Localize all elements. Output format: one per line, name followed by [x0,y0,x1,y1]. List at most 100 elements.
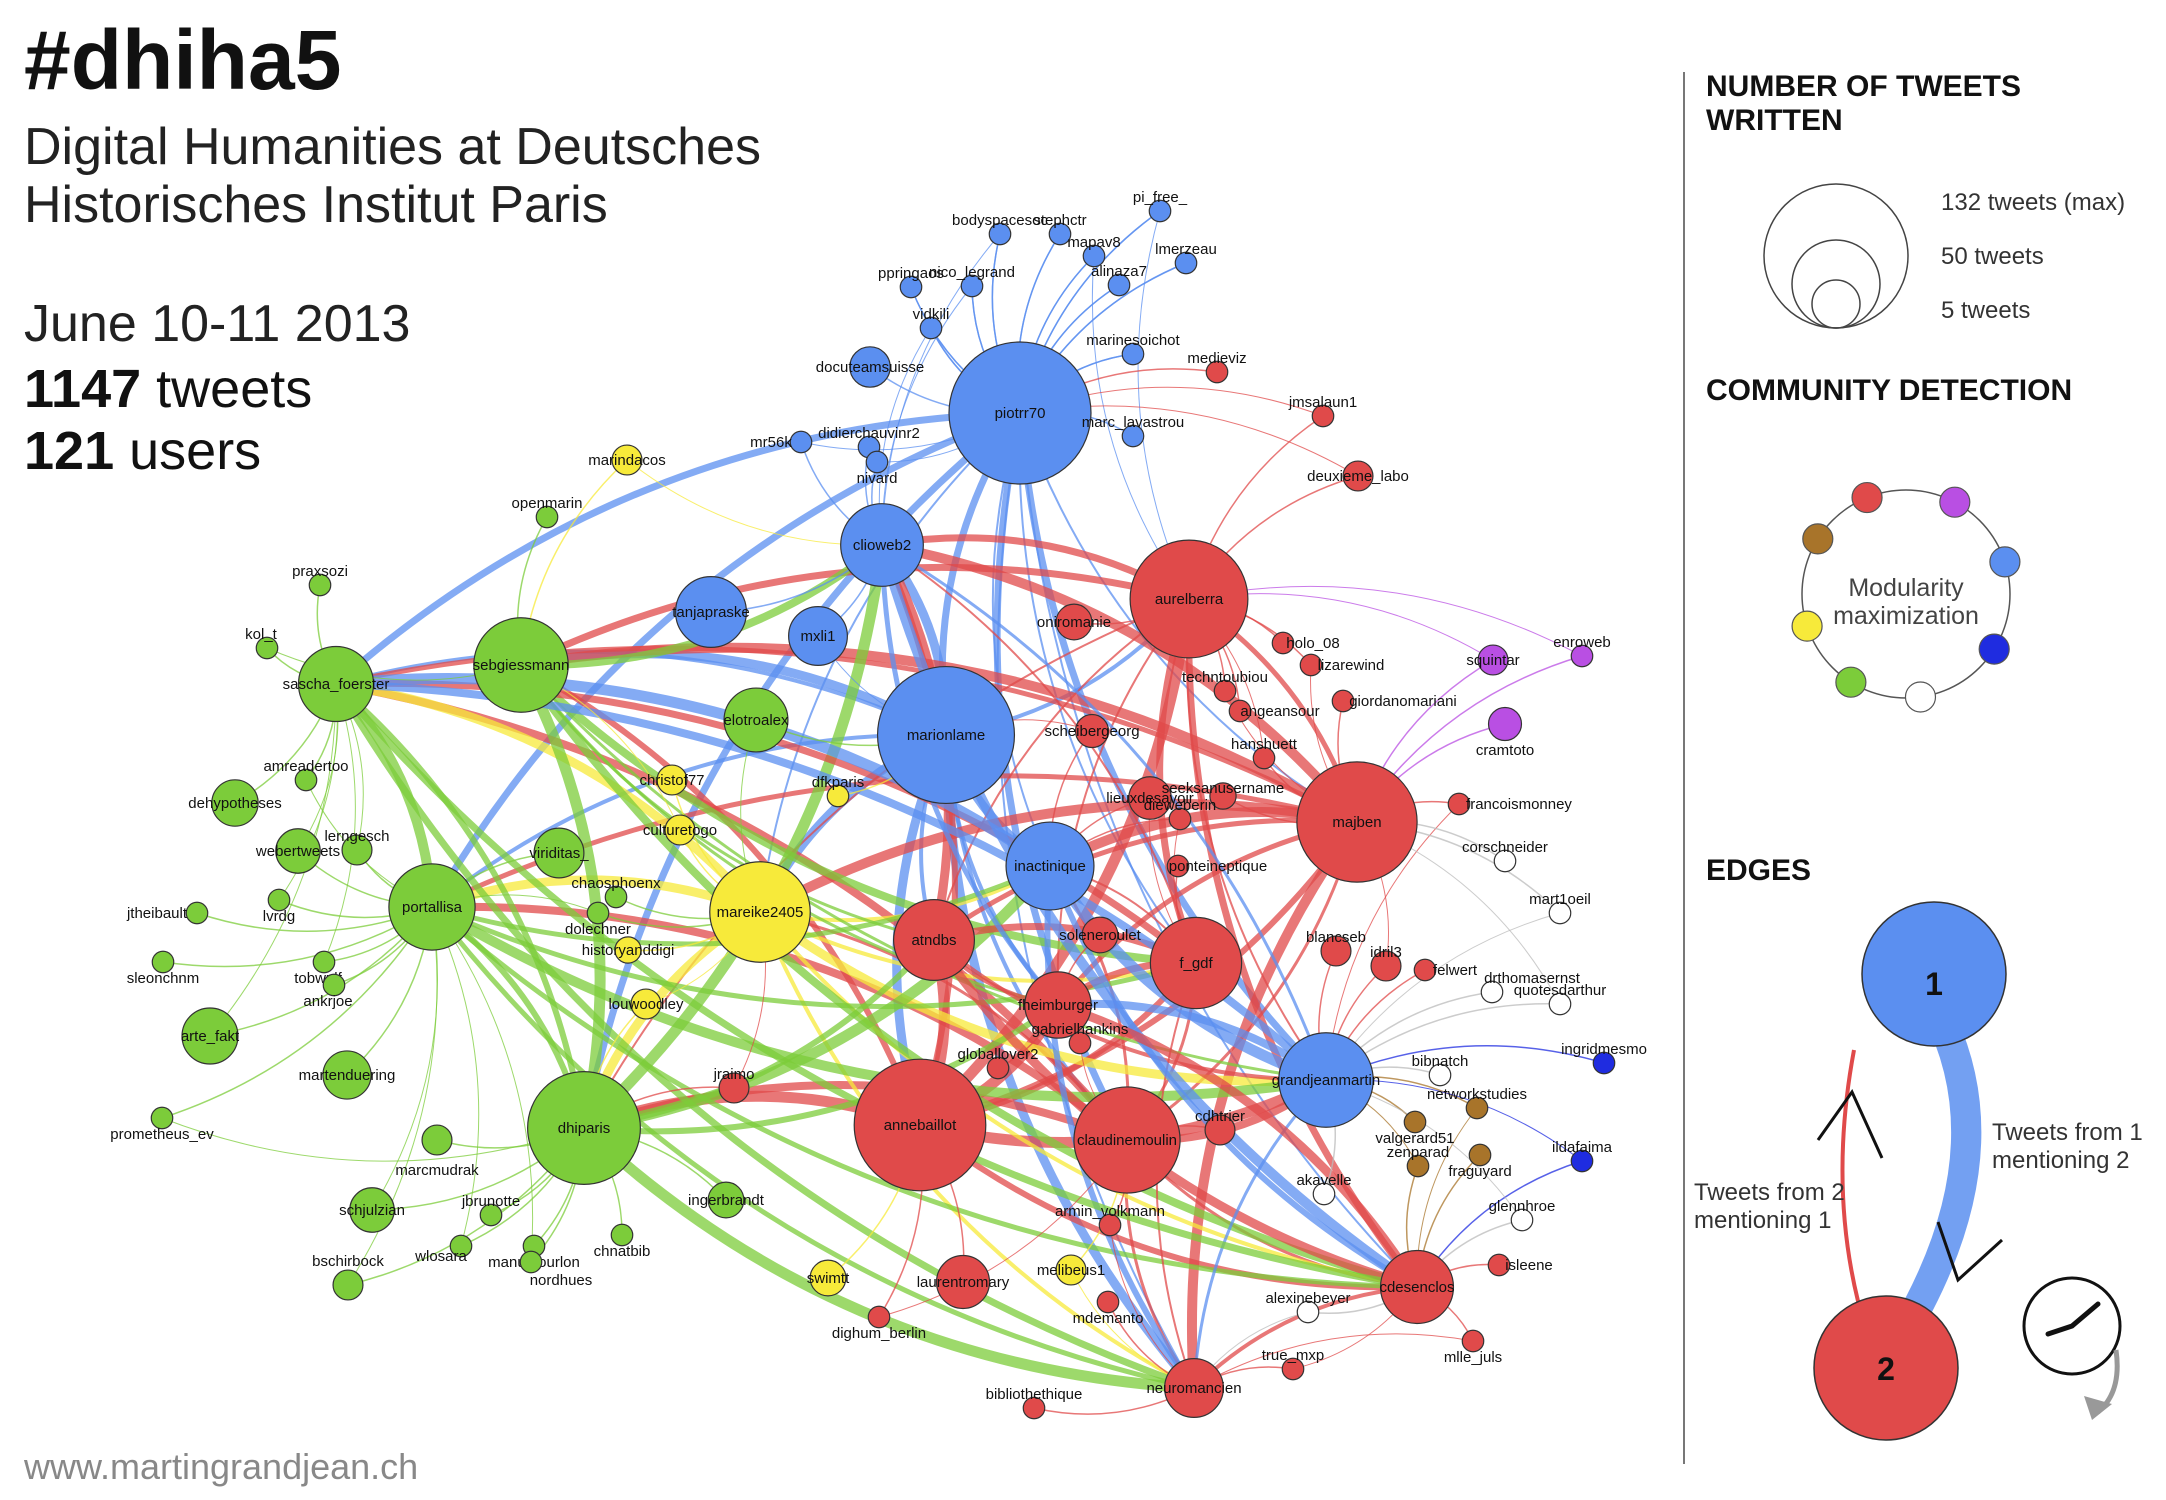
node-marindacos[interactable]: marindacos [588,444,666,476]
node-webertweets[interactable]: webertweets [255,828,340,874]
node-drthomasernst[interactable]: drthomasernst [1480,970,1581,1004]
node-openmarin[interactable]: openmarin [512,495,583,529]
node-scheibergeorg[interactable]: scheibergeorg [1044,713,1140,749]
node-akavelle[interactable]: akavelle [1296,1172,1352,1206]
node-pi_free_[interactable]: pi_free_ [1133,189,1188,223]
node-mdemanto[interactable]: mdemanto [1073,1290,1144,1327]
node-atndbs[interactable]: atndbs [892,898,976,982]
node-piotrr70[interactable]: piotrr70 [948,341,1092,485]
node-dighum_berlin[interactable]: dighum_berlin [832,1305,926,1342]
node-majben[interactable]: majben [1296,761,1418,883]
node-historyanddigi[interactable]: historyanddigi [582,936,675,964]
node-jraimo[interactable]: jraimo [713,1066,755,1104]
node-lerngesch[interactable]: lerngesch [324,828,390,866]
node-dehypotheses[interactable]: dehypotheses [188,779,282,827]
node-mapav8[interactable]: mapav8 [1067,234,1121,268]
node-lizarewind[interactable]: lizarewind [1299,653,1384,677]
node-squintar[interactable]: squintar [1466,644,1520,676]
node-hanshuett[interactable]: hanshuett [1231,736,1298,770]
node-annebaillot[interactable]: annebaillot [853,1058,987,1192]
node-inactinique[interactable]: inactinique [1005,821,1095,911]
node-mr56k[interactable]: mr56k [750,430,813,454]
node-angeansour[interactable]: angeansour [1228,699,1320,723]
node-chnatbib[interactable]: chnatbib [594,1223,651,1260]
node-mareike2405[interactable]: mareike2405 [709,861,811,963]
node-lieuxdesavoir[interactable]: lieuxdesavoir [1106,776,1194,820]
node-christof77[interactable]: christof77 [639,764,705,796]
node-corschneider[interactable]: corschneider [1462,839,1548,873]
node-jtheibault[interactable]: jtheibault [126,901,209,925]
node-ankrjoe[interactable]: ankrjoe [303,973,353,1010]
node-alinaza7[interactable]: alinaza7 [1091,263,1147,297]
node-martenduering[interactable]: martenduering [299,1050,396,1100]
node-jmsalaun1[interactable]: jmsalaun1 [1288,394,1357,428]
node-mlle_juls[interactable]: mlle_juls [1444,1329,1502,1366]
node-amreadertoo[interactable]: amreadertoo [263,758,349,792]
node-melibeus1[interactable]: melibeus1 [1037,1254,1105,1286]
node-cramtoto[interactable]: cramtoto [1476,706,1534,759]
node-gabrielhankins[interactable]: gabrielhankins [1032,1021,1129,1055]
node-oniromanie[interactable]: oniromanie [1037,603,1111,641]
node-mxli1[interactable]: mxli1 [788,606,848,666]
node-techntoubiou[interactable]: techntoubiou [1182,669,1268,703]
node-felwert[interactable]: felwert [1413,958,1478,982]
node-stephctr[interactable]: stephctr [1033,212,1087,246]
node-arte_fakt[interactable]: arte_fakt [181,1007,240,1065]
node-louwoodley[interactable]: louwoodley [608,988,684,1020]
node-nordhues[interactable]: nordhues [519,1250,592,1289]
node-jbrunotte[interactable]: jbrunotte [461,1193,520,1227]
node-marinesoichot[interactable]: marinesoichot [1086,332,1181,366]
node-idril3[interactable]: idril3 [1370,944,1402,982]
node-viriditas_[interactable]: viriditas_ [529,827,589,879]
node-aurelberra[interactable]: aurelberra [1129,539,1249,659]
node-quotesdarthur[interactable]: quotesdarthur [1514,982,1607,1016]
node-blancseb[interactable]: blancseb [1306,929,1366,967]
node-francoismonney[interactable]: francoismonney [1447,792,1572,816]
node-deuxieme_labo[interactable]: deuxieme_labo [1307,460,1409,492]
node-culturetogo[interactable]: culturetogo [643,814,717,846]
node-wlosara[interactable]: wlosara [414,1234,473,1265]
node-dfkparis[interactable]: dfkparis [812,774,865,808]
node-medieviz[interactable]: medieviz [1187,350,1247,384]
node-prometheus_ev[interactable]: prometheus_ev [110,1106,214,1143]
node-kol_t[interactable]: kol_t [245,626,279,660]
node-fraguyard[interactable]: fraguyard [1448,1143,1512,1180]
node-grandjeanmartin[interactable]: grandjeanmartin [1272,1032,1380,1128]
node-mart1oeil[interactable]: mart1oeil [1529,891,1591,925]
node-ingerbrandt[interactable]: ingerbrandt [688,1181,765,1219]
node-armin_volkmann[interactable]: armin_volkmann [1055,1203,1165,1237]
node-networkstudies[interactable]: networkstudies [1427,1086,1527,1120]
node-cdhtrier[interactable]: cdhtrier [1195,1108,1245,1146]
node-ppringaos[interactable]: ppringaos [878,265,944,299]
node-marc_lavastrou[interactable]: marc_lavastrou [1082,414,1185,448]
node-f_gdf[interactable]: f_gdf [1149,916,1243,1010]
site-credit[interactable]: www.martingrandjean.ch [24,1446,419,1487]
node-portallisa[interactable]: portallisa [388,863,476,951]
node-glennhroe[interactable]: glennhroe [1489,1198,1556,1232]
node-giordanomariani[interactable]: giordanomariani [1331,689,1457,713]
node-holo_08[interactable]: holo_08 [1271,631,1340,655]
node-docuteamsuisse[interactable]: docuteamsuisse [816,346,924,388]
node-ildafaima[interactable]: ildafaima [1552,1139,1613,1173]
node-valgerard51[interactable]: valgerard51 [1375,1110,1455,1147]
node-true_mxp[interactable]: true_mxp [1262,1347,1325,1381]
node-alexinebeyer[interactable]: alexinebeyer [1265,1290,1351,1324]
node-neuromancien[interactable]: neuromancien [1146,1358,1242,1418]
node-nivard[interactable]: nivard [857,450,898,487]
node-sleonchnm[interactable]: sleonchnm [127,950,200,987]
node-soleneroulet[interactable]: soleneroulet [1059,916,1142,954]
node-dolechner[interactable]: dolechner [565,901,631,938]
node-lvrdg[interactable]: lvrdg [263,888,296,925]
node-seeksanusername[interactable]: seeksanusername [1162,780,1285,810]
node-bibnatch[interactable]: bibnatch [1412,1053,1469,1087]
node-dieweberin[interactable]: dieweberin [1144,797,1217,831]
node-swimtt[interactable]: swimtt [807,1259,850,1297]
node-clioweb2[interactable]: clioweb2 [840,503,924,587]
node-tanjapraske[interactable]: tanjapraske [672,576,750,648]
node-lmerzeau[interactable]: lmerzeau [1155,241,1217,275]
node-ingridmesmo[interactable]: ingridmesmo [1561,1041,1647,1075]
node-didierchauvinr2[interactable]: didierchauvinr2 [818,425,920,459]
node-bschirbock[interactable]: bschirbock [312,1253,384,1301]
node-praxsozi[interactable]: praxsozi [292,563,348,597]
node-globallover2[interactable]: globallover2 [958,1046,1039,1080]
